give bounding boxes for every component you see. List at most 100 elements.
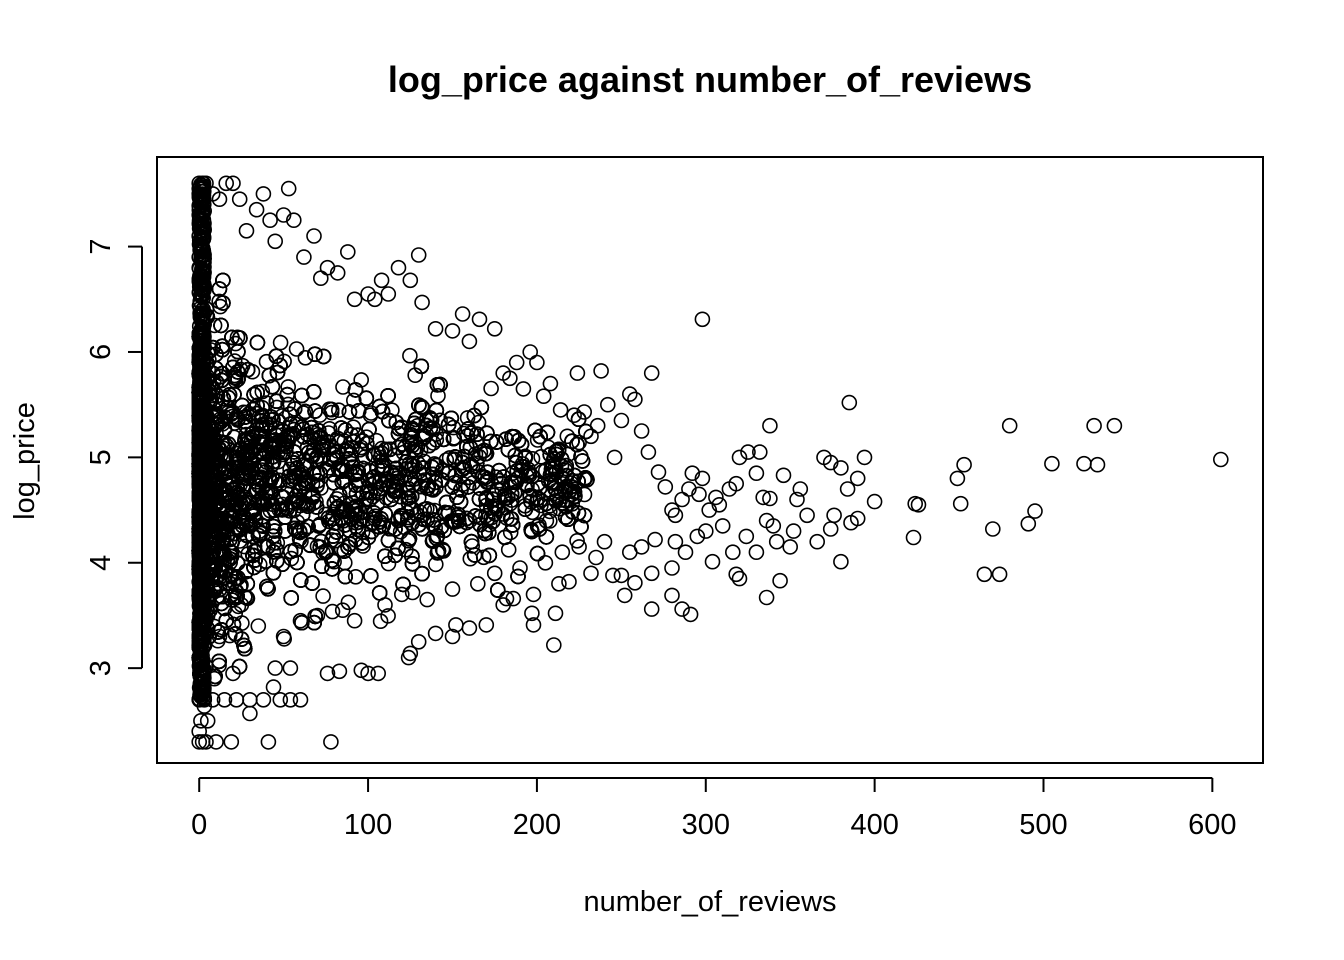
data-point <box>849 470 866 487</box>
data-point <box>413 358 430 375</box>
data-point <box>323 734 339 750</box>
data-point <box>380 608 396 624</box>
data-point <box>199 712 216 729</box>
data-point <box>616 587 633 604</box>
data-point <box>306 614 323 631</box>
data-point <box>218 175 234 192</box>
data-point <box>772 572 788 589</box>
data-point <box>281 468 297 485</box>
data-point <box>423 411 440 428</box>
data-point <box>704 553 721 570</box>
data-point <box>373 272 390 289</box>
data-point <box>515 381 532 397</box>
data-point <box>393 586 410 603</box>
data-point <box>296 249 312 265</box>
data-point <box>657 479 674 495</box>
data-point <box>751 444 768 460</box>
data-point <box>849 510 866 527</box>
data-point <box>606 449 623 466</box>
data-point <box>272 334 289 351</box>
data-point <box>605 567 621 584</box>
data-point <box>551 575 567 592</box>
data-point <box>414 294 430 311</box>
data-point <box>211 657 227 674</box>
data-point <box>822 521 839 537</box>
data-point <box>711 496 728 513</box>
data-point <box>402 645 419 662</box>
data-point <box>559 428 576 445</box>
data-point <box>307 608 324 625</box>
data-point <box>358 390 375 407</box>
data-point <box>491 472 508 489</box>
data-point <box>346 291 363 308</box>
data-point <box>682 606 699 623</box>
data-point <box>214 341 231 358</box>
data-point <box>542 446 559 463</box>
data-point <box>952 495 969 512</box>
data-point <box>404 477 421 493</box>
data-point <box>265 679 282 695</box>
data-point <box>400 495 417 512</box>
data-point <box>782 539 799 555</box>
data-point <box>697 523 714 539</box>
data-point <box>588 549 604 566</box>
data-point <box>694 470 711 487</box>
data-point <box>258 578 275 595</box>
data-point <box>517 501 534 518</box>
data-point <box>414 565 430 582</box>
data-point <box>599 396 616 413</box>
data-point <box>445 430 462 447</box>
data-point <box>542 375 559 392</box>
data-point <box>337 568 354 585</box>
data-point <box>297 349 314 366</box>
data-point <box>545 637 562 653</box>
data-point <box>826 507 842 524</box>
data-point <box>497 529 513 546</box>
data-point <box>792 481 809 497</box>
data-point <box>758 589 775 606</box>
data-point <box>566 407 582 424</box>
data-point <box>362 568 379 584</box>
data-point <box>360 286 376 302</box>
data-point <box>444 628 461 645</box>
data-point <box>785 523 802 539</box>
data-point <box>402 347 418 364</box>
data-point <box>208 734 224 750</box>
data-point <box>282 660 299 676</box>
data-point <box>254 383 271 400</box>
data-point <box>255 186 272 202</box>
data-point <box>503 511 520 527</box>
data-point <box>353 662 370 679</box>
data-point <box>390 259 407 276</box>
data-point <box>486 320 503 337</box>
data-point <box>293 467 310 484</box>
data-point <box>261 367 278 384</box>
data-point <box>1044 455 1060 472</box>
data-point <box>324 603 341 620</box>
data-point <box>627 391 643 408</box>
data-point <box>277 499 294 516</box>
data-point <box>571 539 587 555</box>
data-point <box>748 465 765 482</box>
data-point <box>291 524 308 541</box>
data-point <box>523 521 540 538</box>
data-point <box>370 665 387 682</box>
data-point <box>249 334 266 351</box>
data-point <box>984 521 1001 537</box>
data-point <box>319 665 336 682</box>
data-point <box>721 481 738 497</box>
data-point <box>334 602 351 619</box>
data-point <box>762 417 778 434</box>
data-point <box>552 402 569 418</box>
data-point <box>462 550 479 567</box>
data-point <box>533 448 549 465</box>
data-point <box>524 481 540 498</box>
data-point <box>583 428 599 445</box>
data-point <box>525 586 542 603</box>
data-point <box>738 528 755 545</box>
data-point <box>215 272 231 289</box>
data-point <box>1001 417 1018 434</box>
data-point <box>223 734 240 750</box>
data-point <box>755 489 772 506</box>
